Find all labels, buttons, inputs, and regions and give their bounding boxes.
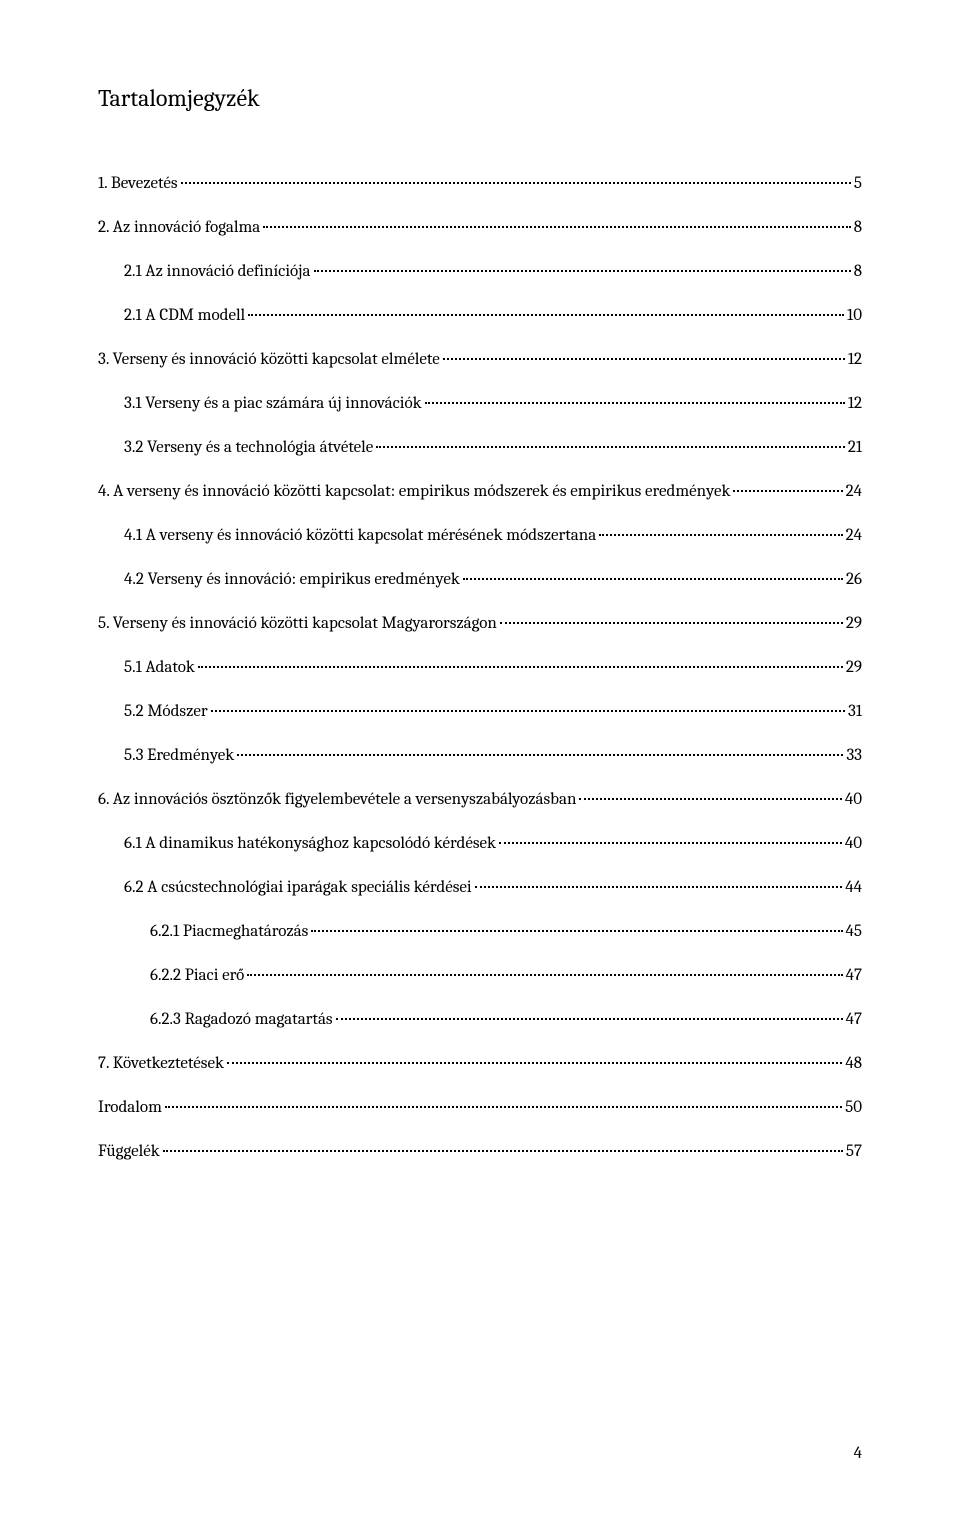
toc-leader-dots xyxy=(376,446,845,448)
toc-entry: 5.3 Eredmények 33 xyxy=(98,746,862,765)
toc-entry: 4.1 A verseny és innováció közötti kapcs… xyxy=(98,526,862,545)
toc-entry: 6.1 A dinamikus hatékonysághoz kapcsolód… xyxy=(98,834,862,853)
toc-entry-page: 12 xyxy=(848,350,862,369)
toc-entry-label: 5.1 Adatok xyxy=(124,658,195,677)
toc-entry-page: 57 xyxy=(846,1142,862,1161)
toc-entry-page: 40 xyxy=(845,834,862,853)
toc-entry-label: 5. Verseny és innováció közötti kapcsola… xyxy=(98,614,497,633)
toc-entry-label: 6.2.2 Piaci erő xyxy=(150,966,244,985)
toc-entry-page: 8 xyxy=(854,262,862,281)
toc-entry-label: Függelék xyxy=(98,1142,160,1161)
toc-entry-page: 40 xyxy=(845,790,862,809)
toc-entry-label: 4.2 Verseny és innováció: empirikus ered… xyxy=(124,570,460,589)
toc-leader-dots xyxy=(443,358,845,360)
toc-entry: 2.1 A CDM modell 10 xyxy=(98,306,862,325)
toc-entry-label: 6.2.3 Ragadozó magatartás xyxy=(150,1010,333,1029)
toc-leader-dots xyxy=(336,1018,843,1020)
toc-entry: 3.1 Verseny és a piac számára új innovác… xyxy=(98,394,862,413)
page-title: Tartalomjegyzék xyxy=(98,84,862,112)
toc-entry-label: Irodalom xyxy=(98,1098,162,1117)
toc-entry: 6. Az innovációs ösztönzők figyelembevét… xyxy=(98,790,862,809)
toc-entry-page: 21 xyxy=(848,438,862,457)
toc-entry-label: 7. Következtetések xyxy=(98,1054,224,1073)
toc-entry: 7. Következtetések 48 xyxy=(98,1054,862,1073)
toc-leader-dots xyxy=(733,490,842,492)
toc-entry-page: 29 xyxy=(846,614,862,633)
toc-entry: 5.1 Adatok 29 xyxy=(98,658,862,677)
toc-entry-page: 24 xyxy=(846,482,862,501)
toc-leader-dots xyxy=(314,270,851,272)
toc-entry: 1. Bevezetés 5 xyxy=(98,174,862,193)
toc-entry-page: 12 xyxy=(848,394,862,413)
toc-entry-page: 44 xyxy=(845,878,862,897)
toc-entry-label: 2. Az innováció fogalma xyxy=(98,218,260,237)
toc-entry: 6.2.1 Piacmeghatározás 45 xyxy=(98,922,862,941)
toc-entry-page: 24 xyxy=(846,526,862,545)
toc-entry-label: 6.2 A csúcstechnológiai iparágak speciál… xyxy=(124,878,472,897)
toc-entry: 3. Verseny és innováció közötti kapcsola… xyxy=(98,350,862,369)
toc-leader-dots xyxy=(211,710,845,712)
toc-leader-dots xyxy=(227,1062,843,1064)
toc-entry-label: 3.2 Verseny és a technológia átvétele xyxy=(124,438,373,457)
toc-leader-dots xyxy=(181,182,851,184)
toc-entry-label: 3. Verseny és innováció közötti kapcsola… xyxy=(98,350,440,369)
toc-entry-page: 45 xyxy=(846,922,862,941)
toc-entry-page: 33 xyxy=(846,746,862,765)
toc-entry-page: 47 xyxy=(846,1010,862,1029)
toc-leader-dots xyxy=(163,1150,843,1152)
toc-entry-page: 50 xyxy=(845,1098,862,1117)
toc-entry-label: 6. Az innovációs ösztönzők figyelembevét… xyxy=(98,790,576,809)
toc-leader-dots xyxy=(475,886,843,888)
toc-entry-page: 5 xyxy=(854,174,862,193)
toc-leader-dots xyxy=(165,1106,842,1108)
toc-leader-dots xyxy=(499,842,842,844)
toc-leader-dots xyxy=(425,402,845,404)
toc-entry: 2. Az innováció fogalma 8 xyxy=(98,218,862,237)
toc-leader-dots xyxy=(247,974,842,976)
toc-entry-label: 5.2 Módszer xyxy=(124,702,208,721)
toc-entry-page: 8 xyxy=(854,218,862,237)
toc-leader-dots xyxy=(500,622,843,624)
toc-entry: Irodalom 50 xyxy=(98,1098,862,1117)
toc-leader-dots xyxy=(198,666,843,668)
toc-entry-page: 26 xyxy=(846,570,862,589)
toc-container: 1. Bevezetés 52. Az innováció fogalma 82… xyxy=(98,174,862,1161)
toc-entry: 4. A verseny és innováció közötti kapcso… xyxy=(98,482,862,501)
toc-entry: 6.2.3 Ragadozó magatartás 47 xyxy=(98,1010,862,1029)
toc-entry-label: 5.3 Eredmények xyxy=(124,746,234,765)
toc-entry-page: 10 xyxy=(847,306,862,325)
toc-entry-page: 31 xyxy=(848,702,862,721)
toc-entry-label: 2.1 Az innováció definíciója xyxy=(124,262,311,281)
toc-leader-dots xyxy=(237,754,843,756)
toc-entry-label: 4. A verseny és innováció közötti kapcso… xyxy=(98,482,730,501)
toc-leader-dots xyxy=(579,798,841,800)
toc-entry-page: 48 xyxy=(845,1054,862,1073)
toc-entry: 6.2 A csúcstechnológiai iparágak speciál… xyxy=(98,878,862,897)
toc-entry-label: 1. Bevezetés xyxy=(98,174,178,193)
toc-entry-page: 47 xyxy=(846,966,862,985)
page-number: 4 xyxy=(854,1444,862,1463)
toc-leader-dots xyxy=(248,314,844,316)
toc-leader-dots xyxy=(311,930,842,932)
toc-entry-label: 2.1 A CDM modell xyxy=(124,306,245,325)
toc-entry-label: 3.1 Verseny és a piac számára új innovác… xyxy=(124,394,422,413)
toc-entry: 5.2 Módszer 31 xyxy=(98,702,862,721)
toc-entry: 3.2 Verseny és a technológia átvétele 21 xyxy=(98,438,862,457)
toc-entry: Függelék 57 xyxy=(98,1142,862,1161)
toc-entry: 6.2.2 Piaci erő 47 xyxy=(98,966,862,985)
toc-entry-label: 4.1 A verseny és innováció közötti kapcs… xyxy=(124,526,596,545)
toc-leader-dots xyxy=(463,578,843,580)
toc-entry: 2.1 Az innováció definíciója 8 xyxy=(98,262,862,281)
toc-entry: 5. Verseny és innováció közötti kapcsola… xyxy=(98,614,862,633)
toc-leader-dots xyxy=(599,534,842,536)
toc-entry: 4.2 Verseny és innováció: empirikus ered… xyxy=(98,570,862,589)
toc-entry-page: 29 xyxy=(846,658,862,677)
toc-leader-dots xyxy=(263,226,850,228)
toc-entry-label: 6.2.1 Piacmeghatározás xyxy=(150,922,308,941)
toc-entry-label: 6.1 A dinamikus hatékonysághoz kapcsolód… xyxy=(124,834,496,853)
